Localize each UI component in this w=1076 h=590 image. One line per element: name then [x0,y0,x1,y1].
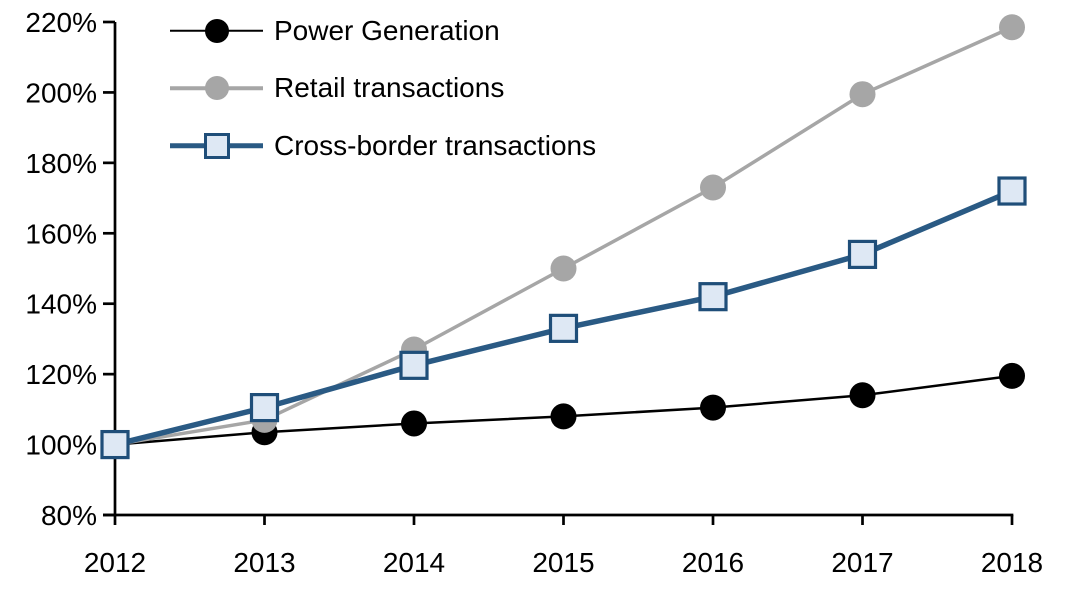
data-point-power-generation [849,382,876,409]
y-axis-tick-label: 180% [25,148,97,179]
legend-item-retail-transactions: Retail transactions [170,60,596,118]
x-axis-tick-label: 2015 [532,547,594,578]
x-axis-tick-label: 2012 [84,547,146,578]
cross-border-transactions-line-marker-icon [170,131,263,161]
data-point-power-generation [999,362,1025,389]
data-point-cross-border-transactions [997,176,1027,206]
y-axis-tick-label: 160% [25,218,97,249]
data-point-retail-transactions [700,174,726,201]
retail-transactions-line-marker-icon [170,73,263,103]
y-axis-tick-label: 140% [25,289,97,320]
y-axis-tick-label: 220% [25,7,97,38]
data-point-cross-border-transactions [399,350,429,380]
data-point-power-generation [401,410,427,437]
data-point-cross-border-transactions [548,313,579,343]
data-point-retail-transactions [550,255,577,282]
y-axis-tick-label: 200% [25,77,97,108]
data-point-cross-border-transactions [847,239,878,270]
x-axis-tick-label: 2017 [831,547,893,578]
data-point-cross-border-transactions [100,429,130,460]
data-point-retail-transactions [849,81,876,108]
legend-label-retail-transactions: Retail transactions [274,72,505,104]
data-point-cross-border-transactions [698,282,728,312]
data-point-power-generation [550,403,577,430]
y-axis-tick-label: 80% [41,500,97,531]
x-axis-tick-label: 2014 [383,547,445,578]
legend-item-cross-border-transactions: Cross-border transactions [170,117,596,175]
power-generation-line-marker-icon [170,16,263,46]
legend-item-power-generation: Power Generation [170,2,596,60]
legend-label-cross-border-transactions: Cross-border transactions [274,129,597,161]
x-axis-tick-label: 2013 [233,547,295,578]
data-point-retail-transactions [999,14,1025,41]
chart-legend: Power Generation Retail transactions Cro… [170,2,596,175]
x-axis-tick-label: 2018 [981,547,1043,578]
data-point-cross-border-transactions [249,392,280,423]
legend-label-power-generation: Power Generation [274,14,500,46]
y-axis-tick-label: 120% [25,359,97,390]
y-axis-tick-label: 100% [25,430,97,461]
data-point-power-generation [700,394,726,421]
x-axis-tick-label: 2016 [682,547,744,578]
